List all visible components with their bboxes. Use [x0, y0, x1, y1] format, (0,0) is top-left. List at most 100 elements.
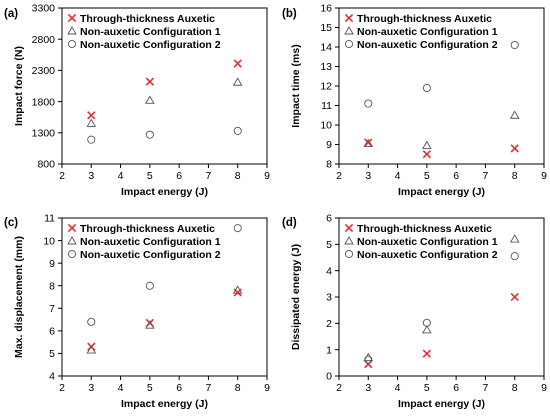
panel-c-point-triangle-2: [232, 285, 243, 294]
panel-b-x-tick-label: 4: [395, 170, 401, 182]
panel-b-y-tick-label: 14: [320, 42, 332, 54]
panel-d-y-tick-label: 0: [326, 371, 332, 383]
panel-c-x-tick-label: 7: [206, 382, 212, 394]
panel-d-x-tick-label: 3: [365, 382, 371, 394]
panel-b-y-tick-label: 12: [320, 81, 332, 93]
panel-b-x-tick-label: 6: [453, 170, 459, 182]
panel-b-point-triangle-1: [422, 140, 432, 149]
panel-c-x-tick-label: 8: [235, 382, 241, 394]
panel-b-x-tick-label: 2: [336, 170, 342, 182]
panel-b-y-tick-label: 16: [320, 3, 332, 15]
panel-a-legend-marker-x-stroke-b: [67, 13, 77, 23]
panel-d: (d) 2 3 4 5 6 7 8 9 0 1 2 3 4 5 6 Impact energy (J) Dissi…: [282, 213, 547, 410]
panel-a-point-x-2-stroke-b: [233, 59, 242, 68]
panel-b-series-non-auxetic-configuration-1: [363, 110, 520, 149]
panel-b-y-tick-label: 10: [320, 120, 332, 132]
panel-d-x-tick-label: 9: [541, 382, 547, 394]
panel-a-point-circle-2: [233, 126, 242, 135]
panel-d-legend: Through-thickness Auxetic Non-auxetic Con…: [344, 223, 498, 261]
panel-c-y-tick-label: 8: [49, 280, 55, 292]
panel-d-point-triangle-1: [422, 325, 432, 334]
panel-a-point-x-1-stroke-b: [145, 77, 155, 86]
panel-a-series-through-thickness-auxetic: [87, 59, 242, 120]
panel-a-x-tick-label: 2: [59, 170, 65, 182]
panel-d-point-x-0-stroke-b: [364, 359, 373, 369]
panel-a-x-tick-label: 7: [206, 170, 212, 182]
panel-c-legend-label-non-auxetic-configuration-2: Non-auxetic Configuration 2: [80, 249, 221, 261]
panel-d-point-x-2: [510, 292, 519, 302]
panel-d-y-tick-label: 6: [326, 213, 332, 225]
panel-b-x-tick-label: 3: [365, 170, 371, 182]
panel-d-point-x-1-stroke-b: [422, 349, 432, 358]
panel-c-y-tick-label: 11: [44, 213, 55, 225]
panel-d-series-non-auxetic-configuration-1: [363, 234, 520, 362]
panel-a-legend-label-non-auxetic-configuration-1: Non-auxetic Configuration 1: [80, 26, 221, 38]
panel-d-y-tick-label: 4: [326, 265, 332, 277]
panel-c-series-non-auxetic-configuration-1: [86, 285, 243, 354]
panel-a-x-tick-label: 3: [88, 170, 94, 182]
panel-a-point-triangle-2: [232, 77, 243, 86]
panel-c-legend-label-non-auxetic-configuration-1: Non-auxetic Configuration 1: [80, 236, 221, 248]
panel-a-legend-marker-triangle: [67, 26, 77, 35]
panel-a-y-tick-label: 3300: [32, 3, 56, 15]
panel-c-x-axis-title: Impact energy (J): [121, 398, 208, 410]
panel-b-legend-marker-x-stroke-b: [344, 13, 354, 23]
panel-b-point-x-2-stroke-b: [510, 144, 519, 153]
panel-a-point-x-2: [233, 59, 242, 68]
panel-a-point-triangle-0: [86, 118, 97, 127]
panel-d-point-circle-0: [364, 355, 373, 364]
panel-d-x-tick-label: 4: [395, 382, 401, 394]
panel-a-label: (a): [4, 8, 18, 20]
panel-a: (a) 2 3 4 5 6 7 8 9 800 1300 1800 2300 2800 3300 Impact…: [4, 3, 270, 198]
panel-d-legend-marker-x-stroke-b: [344, 223, 354, 233]
panel-b-y-tick-label: 8: [326, 159, 332, 171]
panel-d-point-circle-1: [422, 318, 431, 327]
panel-d-x-axis-title: Impact energy (J): [398, 398, 485, 410]
panel-b-label: (b): [282, 8, 297, 20]
panel-d-point-triangle-0: [363, 352, 374, 362]
panel-b-y-tick-label: 13: [320, 61, 332, 73]
panel-d-y-tick-label: 1: [326, 344, 332, 356]
panel-a-legend-label-non-auxetic-configuration-2: Non-auxetic Configuration 2: [80, 39, 221, 51]
panel-c-series-through-thickness-auxetic: [87, 288, 242, 351]
panel-a-point-circle-0: [87, 135, 96, 144]
panel-c-y-tick-label: 10: [43, 235, 55, 247]
panel-d-y-tick-label: 5: [326, 239, 332, 251]
panel-b-point-triangle-0: [363, 138, 374, 147]
panel-b-x-tick-label: 7: [483, 170, 489, 182]
panel-a-x-axis-title: Impact energy (J): [121, 186, 208, 198]
panel-c-legend-marker-x-stroke-b: [67, 223, 77, 233]
panel-b-point-x-2: [510, 144, 519, 153]
panel-d-legend-label-through-thickness-auxetic: Through-thickness Auxetic: [357, 223, 492, 235]
panel-a-point-x-0: [87, 111, 96, 120]
panel-c-x-tick-label: 6: [176, 382, 182, 394]
panel-b-x-axis-title: Impact energy (J): [398, 186, 485, 198]
panel-c-x-tick-label: 4: [118, 382, 124, 394]
panel-d-y-tick-label: 3: [326, 292, 332, 304]
panel-c-x-tick-label: 9: [264, 382, 270, 394]
panel-d-legend-label-non-auxetic-configuration-2: Non-auxetic Configuration 2: [357, 249, 498, 261]
panel-b-legend-marker-circle: [344, 39, 354, 49]
panel-c-point-triangle-0: [86, 345, 97, 354]
panel-b-point-triangle-2: [509, 110, 520, 119]
panel-c: (c) 2 3 4 5 6 7 8 9 4 5 6 7 8 9 10 11 Impact energy (J) Ma…: [4, 213, 270, 410]
panel-c-point-triangle-1: [145, 320, 155, 329]
panel-b-legend-label-through-thickness-auxetic: Through-thickness Auxetic: [357, 13, 492, 25]
panel-b-y-tick-label: 15: [320, 22, 332, 34]
panel-a-y-tick-label: 1300: [32, 128, 56, 140]
panel-c-x-tick-label: 3: [88, 382, 94, 394]
panel-c-legend-marker-circle: [67, 249, 77, 259]
panel-d-x-tick-label: 2: [336, 382, 342, 394]
panel-d-y-tick-label: 2: [326, 318, 332, 330]
panel-b-point-x-1-stroke-b: [422, 150, 432, 159]
panel-b-point-circle-0: [364, 99, 373, 108]
panel-d-y-axis-title: Dissipated energy (J): [290, 244, 302, 350]
panel-a-point-x-0-stroke-b: [87, 111, 96, 120]
panel-d-legend-marker-circle: [344, 249, 354, 259]
panel-b-point-circle-2: [510, 41, 519, 50]
panel-b-y-tick-label: 9: [326, 139, 332, 151]
panel-c-point-circle-1: [145, 281, 154, 290]
